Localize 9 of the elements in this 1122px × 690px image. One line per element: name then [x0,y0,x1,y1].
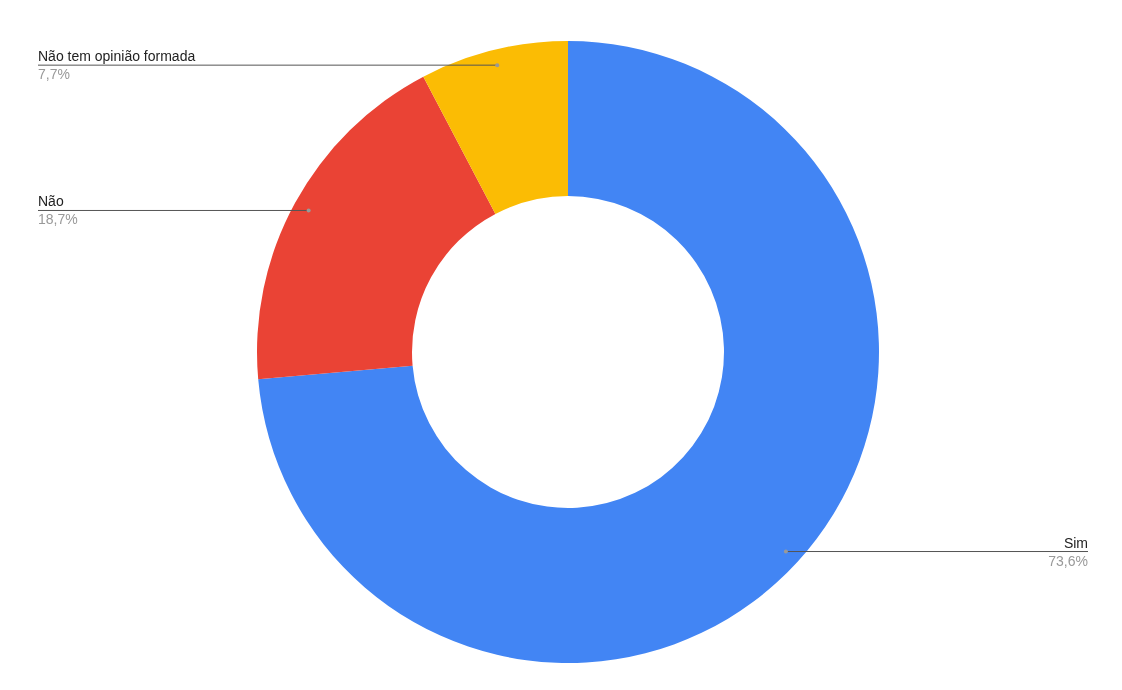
slice-label: Não tem opinião formada [38,48,196,65]
donut-slice [423,41,568,214]
slice-label: Sim [1063,534,1088,551]
data-label: 73,6% [1048,552,1088,569]
data-label: 18,7% [38,211,78,228]
data-label: 7,7% [38,66,70,83]
donut-slice [257,76,496,380]
slice-label: Não [38,193,64,210]
donut-slice [258,41,879,663]
